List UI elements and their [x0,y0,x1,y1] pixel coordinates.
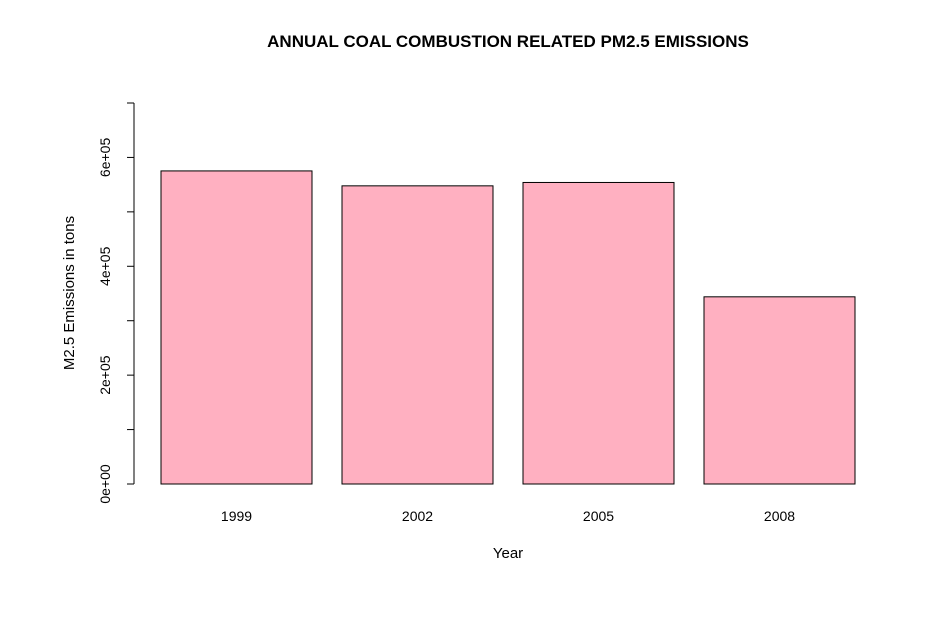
bars-group [160,170,856,485]
bar-2002 [341,185,494,485]
y-tick-label-200000: 2e+05 [97,355,113,395]
x-axis-label: Year [493,545,523,562]
y-tick-label-0: 0e+00 [97,464,113,504]
bar-2008 [703,296,856,485]
x-tick-label-2005: 2005 [583,508,614,524]
x-tick-label-2002: 2002 [402,508,433,524]
bar-2005 [522,181,675,485]
bar-1999 [160,170,313,485]
x-tick-labels: 1999 2002 2005 2008 [221,508,795,524]
x-tick-label-1999: 1999 [221,508,252,524]
x-tick-label-2008: 2008 [764,508,795,524]
y-axis: 0e+00 2e+05 4e+05 6e+05 [97,102,135,504]
y-axis-label: M2.5 Emissions in tons [61,216,78,370]
chart-title: ANNUAL COAL COMBUSTION RELATED PM2.5 EMI… [267,32,749,51]
y-tick-label-600000: 6e+05 [97,138,113,178]
y-tick-label-400000: 4e+05 [97,246,113,286]
